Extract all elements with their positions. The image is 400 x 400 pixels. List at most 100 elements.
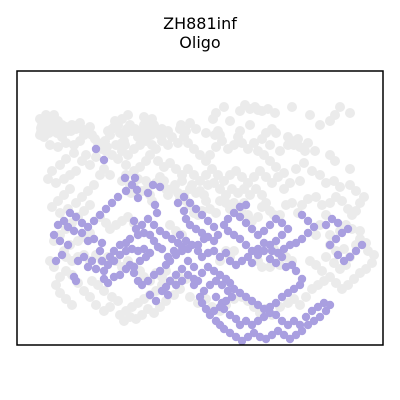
background-spot-85 [191, 124, 201, 134]
highlight-spot-7 [143, 188, 153, 198]
highlight-spot-254 [321, 220, 331, 230]
highlight-spot-42 [73, 256, 83, 266]
highlight-spot-213 [179, 206, 189, 216]
highlight-spot-106 [193, 240, 203, 250]
highlight-spot-204 [209, 236, 219, 246]
highlight-spot-108 [193, 246, 203, 256]
highlight-spot-8 [148, 180, 158, 190]
highlight-spot-266 [83, 222, 93, 232]
background-spot-321 [345, 180, 355, 190]
background-spot-433 [55, 160, 65, 170]
highlight-spot-135 [253, 300, 263, 310]
highlight-spot-73 [115, 270, 125, 280]
highlight-spot-16 [149, 220, 159, 230]
highlight-spot-220 [271, 214, 281, 224]
background-spot-328 [315, 170, 325, 180]
highlight-spot-267 [77, 218, 87, 228]
highlight-spot-130 [283, 288, 293, 298]
background-spot-310 [367, 258, 377, 268]
highlight-spot-237 [241, 200, 251, 210]
highlight-spot-66 [115, 250, 125, 260]
highlight-spot-116 [237, 256, 247, 266]
highlight-spot-48 [91, 264, 101, 274]
highlight-spot-74 [121, 264, 131, 274]
highlight-spot-134 [259, 304, 269, 314]
background-spot-282 [185, 292, 195, 302]
highlight-spot-238 [297, 210, 307, 220]
background-spot-92 [219, 102, 229, 112]
highlight-spot-235 [229, 208, 239, 218]
background-spot-325 [291, 164, 301, 174]
background-spot-160 [187, 180, 197, 190]
highlight-spot-46 [83, 262, 93, 272]
highlight-spot-45 [71, 276, 81, 286]
highlight-spot-43 [79, 252, 89, 262]
background-spot-126 [283, 140, 293, 150]
highlight-spot-102 [197, 268, 207, 278]
background-spot-425 [53, 116, 63, 126]
background-spot-335 [253, 146, 263, 156]
highlight-spot-79 [149, 270, 159, 280]
highlight-spot-104 [181, 236, 191, 246]
highlight-spot-193 [217, 280, 227, 290]
background-spot-117 [335, 102, 345, 112]
highlight-spot-168 [309, 316, 319, 326]
highlight-spot-82 [165, 256, 175, 266]
highlight-spot-38 [55, 236, 65, 246]
highlight-spot-5 [132, 185, 142, 195]
highlight-spot-249 [331, 234, 341, 244]
highlight-spot-137 [241, 292, 251, 302]
background-spot-191 [311, 192, 321, 202]
highlight-spot-67 [109, 256, 119, 266]
background-spot-106 [300, 146, 310, 156]
highlight-spot-194 [223, 286, 233, 296]
highlight-spot-229 [241, 240, 251, 250]
highlight-spot-3 [130, 173, 140, 183]
highlight-spot-10 [150, 200, 160, 210]
highlight-spot-11 [152, 208, 162, 218]
highlight-spot-263 [101, 204, 111, 214]
background-spot-312 [363, 246, 373, 256]
highlight-spot-92 [183, 256, 193, 266]
highlight-spot-253 [327, 214, 337, 224]
highlight-spot-128 [295, 280, 305, 290]
background-spot-107 [303, 138, 313, 148]
highlight-spot-87 [171, 270, 181, 280]
highlight-spot-196 [221, 296, 231, 306]
highlight-spot-255 [333, 250, 343, 260]
highlight-spot-148 [225, 310, 235, 320]
highlight-spot-14 [137, 220, 147, 230]
highlight-spot-197 [215, 302, 225, 312]
background-spot-240 [73, 236, 83, 246]
highlight-spot-189 [195, 292, 205, 302]
highlight-spot-215 [241, 218, 251, 228]
highlight-spot-33 [69, 226, 79, 236]
background-spot-119 [245, 120, 255, 130]
highlight-spot-190 [199, 286, 209, 296]
highlight-spots-layer [49, 144, 367, 346]
background-spot-39 [85, 122, 95, 132]
highlight-spot-126 [291, 266, 301, 276]
background-spot-114 [315, 120, 325, 130]
highlight-spot-260 [121, 186, 131, 196]
highlight-spot-36 [53, 220, 63, 230]
highlight-spot-94 [183, 270, 193, 280]
highlight-spot-221 [277, 218, 287, 228]
highlight-spot-195 [227, 292, 237, 302]
background-spot-353 [157, 136, 167, 146]
highlight-spot-178 [249, 328, 259, 338]
highlight-spot-198 [209, 306, 219, 316]
highlight-spot-166 [321, 306, 331, 316]
highlight-spot-151 [241, 316, 251, 326]
highlight-spot-241 [303, 228, 313, 238]
background-spot-431 [69, 148, 79, 158]
highlight-spot-49 [97, 256, 107, 266]
background-spot-416 [51, 280, 61, 290]
highlight-spot-268 [71, 212, 81, 222]
background-spot-72 [147, 114, 157, 124]
highlight-spot-223 [277, 230, 287, 240]
highlight-spot-252 [333, 218, 343, 228]
highlight-spot-239 [303, 216, 313, 226]
highlight-spot-256 [339, 256, 349, 266]
highlight-spot-75 [129, 268, 139, 278]
